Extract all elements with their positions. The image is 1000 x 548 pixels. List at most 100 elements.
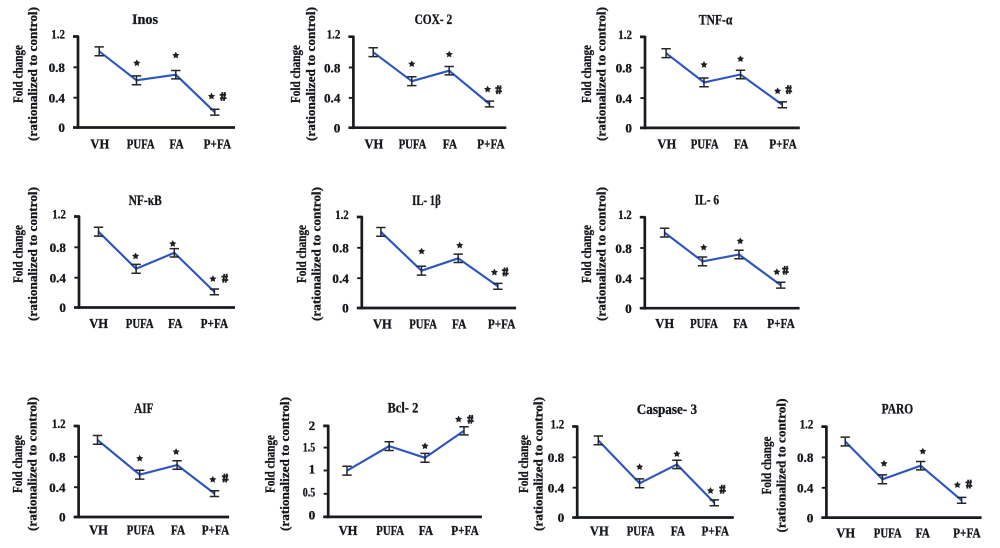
svg-text:(rationalized to control): (rationalized to control) <box>593 7 608 141</box>
svg-text:0: 0 <box>59 511 66 525</box>
svg-text:0.5: 0.5 <box>303 485 315 499</box>
svg-text:P+FA: P+FA <box>451 523 479 538</box>
svg-text:PARO: PARO <box>882 402 914 418</box>
svg-text:0.4: 0.4 <box>616 92 633 106</box>
svg-text:Fold change: Fold change <box>263 435 278 493</box>
svg-text:VH: VH <box>89 523 108 538</box>
svg-text:0: 0 <box>309 509 316 523</box>
svg-text:1.2: 1.2 <box>618 208 632 222</box>
svg-text:P+FA: P+FA <box>488 316 516 331</box>
svg-text:0.8: 0.8 <box>50 241 66 255</box>
svg-text:PUFA: PUFA <box>126 316 154 331</box>
svg-text:VH: VH <box>339 523 358 538</box>
svg-text:IL- 1β: IL- 1β <box>412 193 441 209</box>
svg-text:NF-κB: NF-κB <box>129 193 162 209</box>
svg-text:Fold change: Fold change <box>11 45 26 103</box>
svg-text:0.4: 0.4 <box>49 92 66 106</box>
svg-text:VH: VH <box>90 136 109 151</box>
svg-text:P+FA: P+FA <box>202 523 230 538</box>
svg-text:1.2: 1.2 <box>52 208 66 222</box>
svg-text:1: 1 <box>309 463 316 477</box>
svg-text:P+FA: P+FA <box>477 136 505 151</box>
svg-text:(rationalized to control): (rationalized to control) <box>308 187 323 321</box>
svg-text:0: 0 <box>625 302 632 316</box>
svg-text:0.4: 0.4 <box>332 272 349 286</box>
svg-text:Fold change: Fold change <box>11 225 26 283</box>
svg-text:VH: VH <box>590 523 609 538</box>
svg-text:0: 0 <box>58 121 65 135</box>
svg-text:0: 0 <box>342 302 349 316</box>
svg-text:Fold change: Fold change <box>288 45 303 103</box>
svg-text:FA: FA <box>452 316 467 331</box>
svg-text:0: 0 <box>807 511 814 525</box>
svg-text:PUFA: PUFA <box>399 136 427 151</box>
svg-text:0.4: 0.4 <box>548 482 565 496</box>
svg-text:(rationalized to control): (rationalized to control) <box>25 187 40 321</box>
svg-text:P+FA: P+FA <box>201 316 229 331</box>
svg-text:1.5: 1.5 <box>303 441 315 455</box>
svg-text:(rationalized to control): (rationalized to control) <box>593 187 608 321</box>
svg-text:0: 0 <box>625 122 632 136</box>
svg-text:0.8: 0.8 <box>797 451 813 465</box>
svg-text:P+FA: P+FA <box>767 316 795 331</box>
svg-text:P+FA: P+FA <box>702 523 730 538</box>
svg-text:PUFA: PUFA <box>127 136 155 151</box>
svg-text:PUFA: PUFA <box>409 316 437 331</box>
svg-text:VH: VH <box>657 136 676 151</box>
svg-text:VH: VH <box>365 136 384 151</box>
svg-text:VH: VH <box>836 526 855 541</box>
svg-text:PUFA: PUFA <box>691 136 719 151</box>
svg-text:FA: FA <box>168 316 183 331</box>
svg-text:Fold change: Fold change <box>579 225 594 283</box>
svg-text:FA: FA <box>733 316 748 331</box>
svg-text:FA: FA <box>916 526 931 541</box>
svg-text:0.8: 0.8 <box>324 61 340 75</box>
svg-text:Fold change: Fold change <box>759 436 774 494</box>
svg-text:FA: FA <box>734 136 749 151</box>
svg-text:FA: FA <box>419 523 434 538</box>
svg-text:1.2: 1.2 <box>52 417 66 431</box>
svg-text:P+FA: P+FA <box>953 526 981 541</box>
svg-text:0.8: 0.8 <box>616 62 632 76</box>
svg-text:1.2: 1.2 <box>335 208 349 222</box>
svg-text:1.2: 1.2 <box>51 28 65 42</box>
svg-text:P+FA: P+FA <box>204 136 232 151</box>
svg-text:PUFA: PUFA <box>127 523 155 538</box>
svg-text:TNF-α: TNF-α <box>699 12 733 28</box>
svg-text:(rationalized to control): (rationalized to control) <box>531 397 546 531</box>
svg-text:VH: VH <box>89 316 108 331</box>
svg-text:Inos: Inos <box>132 12 158 28</box>
svg-text:Fold change: Fold change <box>579 45 594 103</box>
svg-text:IL- 6: IL- 6 <box>695 192 720 208</box>
svg-text:Fold change: Fold change <box>294 225 309 283</box>
svg-text:0: 0 <box>334 121 341 135</box>
svg-text:0.4: 0.4 <box>50 272 67 286</box>
svg-text:FA: FA <box>443 136 458 151</box>
svg-text:1.2: 1.2 <box>551 418 565 432</box>
svg-text:1.2: 1.2 <box>800 418 814 432</box>
svg-text:1.2: 1.2 <box>618 28 632 42</box>
svg-text:VH: VH <box>655 316 674 331</box>
svg-text:0.4: 0.4 <box>797 482 814 496</box>
svg-text:PUFA: PUFA <box>874 526 902 541</box>
svg-text:Bcl- 2: Bcl- 2 <box>388 401 419 417</box>
svg-text:Fold change: Fold change <box>516 435 531 493</box>
svg-text:AIF: AIF <box>134 401 153 417</box>
svg-text:0.8: 0.8 <box>332 242 348 256</box>
svg-text:PUFA: PUFA <box>627 523 655 538</box>
svg-text:P+FA: P+FA <box>769 136 797 151</box>
svg-text:0.4: 0.4 <box>49 481 66 495</box>
svg-text:VH: VH <box>373 316 392 331</box>
svg-text:0.8: 0.8 <box>49 61 65 75</box>
svg-text:0.8: 0.8 <box>49 451 65 465</box>
svg-text:PUFA: PUFA <box>690 316 718 331</box>
svg-text:0: 0 <box>558 511 565 525</box>
svg-text:Caspase- 3: Caspase- 3 <box>637 402 697 418</box>
svg-text:(rationalized to control): (rationalized to control) <box>277 397 292 531</box>
svg-text:2: 2 <box>309 419 316 433</box>
svg-text:0.4: 0.4 <box>615 272 632 286</box>
svg-text:FA: FA <box>671 523 686 538</box>
svg-text:Fold change: Fold change <box>10 435 25 493</box>
svg-text:(rationalized to control): (rationalized to control) <box>25 397 40 531</box>
svg-text:COX- 2: COX- 2 <box>415 12 453 28</box>
